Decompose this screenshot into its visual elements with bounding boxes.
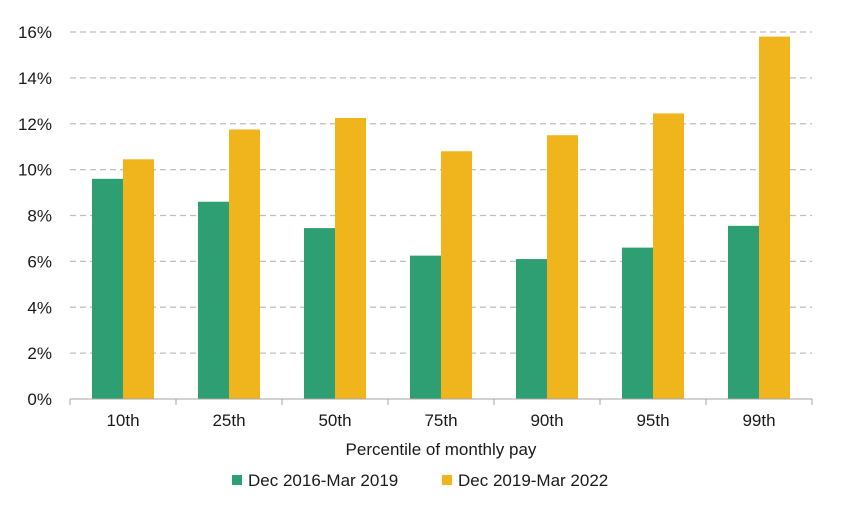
- bar-75th-series-2: [441, 151, 472, 399]
- bar-95th-series-1: [622, 247, 653, 399]
- x-tick-label: 95th: [636, 411, 669, 430]
- bar-99th-series-1: [728, 225, 759, 399]
- bar-50th-series-1: [304, 228, 335, 399]
- legend-swatch: [232, 475, 242, 485]
- bar-10th-series-1: [92, 178, 123, 399]
- axes: [69, 398, 813, 405]
- y-tick-label: 4%: [27, 298, 52, 317]
- y-tick-label: 6%: [27, 252, 52, 271]
- x-tick-label: 75th: [424, 411, 457, 430]
- y-tick-label: 10%: [18, 161, 52, 180]
- bar-25th-series-1: [198, 201, 229, 399]
- y-tick-label: 8%: [27, 207, 52, 226]
- bar-25th-series-2: [229, 129, 260, 399]
- legend-label: Dec 2019-Mar 2022: [458, 471, 608, 490]
- y-tick-label: 16%: [18, 23, 52, 42]
- x-tick-label: 25th: [212, 411, 245, 430]
- bar-50th-series-2: [335, 118, 366, 399]
- x-tick-label: 10th: [106, 411, 139, 430]
- x-axis-title: Percentile of monthly pay: [346, 440, 537, 459]
- legend: Dec 2016-Mar 2019 Dec 2019-Mar 2022: [232, 471, 608, 490]
- bar-95th-series-2: [653, 113, 684, 399]
- x-tick-label: 90th: [530, 411, 563, 430]
- y-tick-label: 2%: [27, 344, 52, 363]
- y-tick-label: 0%: [27, 390, 52, 409]
- bar-99th-series-2: [759, 36, 790, 400]
- y-tick-label: 14%: [18, 69, 52, 88]
- bar-90th-series-2: [547, 135, 578, 399]
- x-tick-label: 50th: [318, 411, 351, 430]
- legend-label: Dec 2016-Mar 2019: [248, 471, 398, 490]
- bar-75th-series-1: [410, 255, 441, 399]
- bar-10th-series-2: [123, 159, 154, 399]
- y-tick-labels: 0% 2% 4% 6% 8% 10% 12% 14% 16%: [18, 23, 52, 409]
- bar-90th-series-1: [516, 259, 547, 399]
- x-tick-labels: 10th 25th 50th 75th 90th 95th 99th: [106, 411, 775, 430]
- x-tick-label: 99th: [742, 411, 775, 430]
- legend-swatch: [442, 475, 452, 485]
- y-tick-label: 12%: [18, 115, 52, 134]
- bars: [92, 36, 790, 400]
